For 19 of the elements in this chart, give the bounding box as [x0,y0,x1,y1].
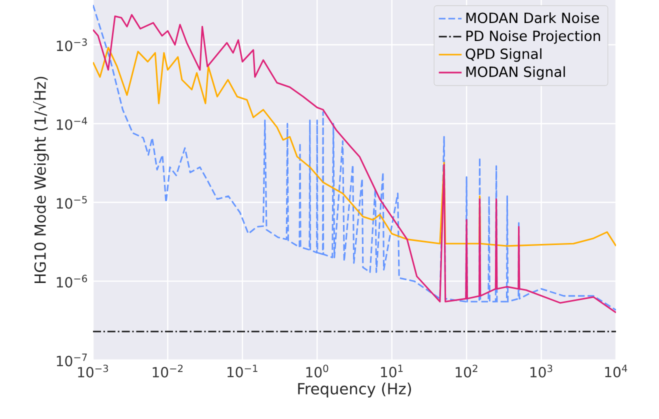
y-tick-label: 10$^{−6}$ [56,274,88,288]
x-tick-label: 10$^{4}$ [605,364,628,378]
x-tick-label: 10$^{2}$ [456,364,478,378]
x-axis-title: Frequency (Hz) [298,382,411,398]
y-tick-label: 10$^{−4}$ [56,117,88,130]
x-tick-label: 10$^{−2}$ [152,364,183,378]
legend-label: MODAN Dark Noise [466,12,599,24]
y-axis-title: HG10 Mode Weight (1/√Hz) [33,76,49,283]
legend-label: MODAN Signal [466,66,565,80]
legend-label: PD Noise Projection [466,30,600,44]
y-tick-label: 10$^{−5}$ [56,196,87,209]
x-tick-label: 10$^{3}$ [530,364,552,378]
x-tick-label: 10$^{−1}$ [227,364,258,378]
y-tick-label: 10$^{−7}$ [56,354,87,366]
y-tick-label: 10$^{−3}$ [56,38,87,52]
x-tick-label: 10$^{0}$ [306,364,328,378]
legend-label: QPD Signal [466,48,542,62]
x-tick-label: 10$^{−3}$ [78,364,108,378]
x-tick-label: 10$^{1}$ [381,364,403,378]
